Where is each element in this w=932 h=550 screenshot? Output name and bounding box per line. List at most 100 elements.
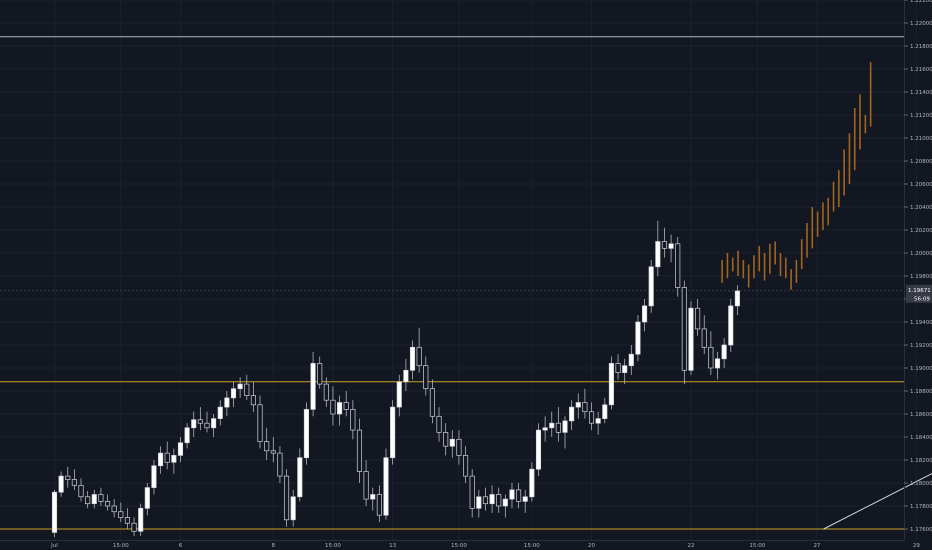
price-tick-label: 1.17600 (910, 527, 932, 533)
price-tick-label: 1.21000 (910, 136, 932, 142)
candle-down (356, 429, 363, 472)
time-axis[interactable]: Jul 15:00 6 8 15:00 13 15:00 15:00 20 22 15:00 27 29… (50, 543, 932, 549)
candle-down (111, 505, 117, 513)
candle-down (343, 402, 349, 410)
candle-down (270, 450, 276, 454)
candle-down (71, 479, 77, 486)
candle-down (708, 346, 714, 369)
candle-up (608, 363, 614, 406)
price-tick-label: 1.21400 (910, 90, 932, 96)
price-badge-box (906, 284, 932, 303)
price-tick-label: 1.18600 (910, 412, 932, 418)
price-badge-value: 1.19671 (908, 288, 931, 294)
candle-down (416, 346, 422, 367)
candle-down (661, 241, 668, 249)
price-tick-label: 1.21600 (910, 67, 932, 73)
time-tick-label: 6 (179, 543, 183, 549)
candle-down (197, 419, 203, 424)
candle-down (250, 395, 256, 406)
time-tick-label: 15:00 (325, 543, 341, 549)
candle-up (668, 243, 674, 249)
horizontal-levels (0, 36, 904, 530)
candle-down (456, 438, 462, 456)
candle-up (383, 457, 389, 516)
candle-down (257, 404, 263, 442)
candle-up (171, 455, 177, 463)
candle-up (396, 381, 402, 408)
candle-up (138, 507, 144, 532)
candle-down (423, 365, 429, 390)
candle-down (496, 494, 502, 507)
time-tick-label: 20 (588, 543, 595, 549)
candle-up (595, 418, 601, 424)
candle-up (522, 496, 528, 502)
price-badge: 1.19671 56:09 (906, 284, 932, 303)
candle-down (124, 517, 130, 524)
candle-down (104, 501, 111, 507)
price-tick-label: 1.21800 (910, 44, 932, 50)
price-tick-label: 1.19400 (910, 320, 932, 326)
candle-down (78, 484, 84, 498)
candle-down (482, 496, 489, 505)
candle-down (701, 328, 707, 348)
candle-up (628, 353, 634, 367)
candle-down (675, 243, 681, 288)
price-tick-label: 1.19000 (910, 366, 932, 372)
price-tick-label: 1.20600 (910, 182, 932, 188)
candle-down (118, 511, 124, 518)
candle-up (310, 363, 316, 410)
candle-down (277, 452, 283, 477)
time-tick-label: 8 (272, 543, 276, 549)
time-tick-label: 15:00 (113, 543, 129, 549)
price-tick-label: 1.20400 (910, 205, 932, 211)
candle-down (588, 411, 595, 424)
candle-up (714, 358, 721, 369)
candle-up (58, 475, 64, 493)
candle-up (403, 369, 409, 383)
candle-down (582, 402, 588, 413)
time-tick-label: 15:00 (749, 543, 765, 549)
candle-down (204, 422, 210, 429)
time-tick-label: 29 (913, 543, 920, 549)
candle-up (642, 305, 648, 323)
candle-up (224, 397, 230, 408)
candle-down (469, 475, 475, 509)
price-tick-label: 1.20200 (910, 228, 932, 234)
time-tick-label: 27 (813, 543, 820, 549)
candle-down (463, 455, 469, 477)
time-tick-label: 15:00 (524, 543, 540, 549)
candle-down (516, 489, 522, 502)
time-tick-label: 15:00 (451, 543, 467, 549)
price-tick-label: 1.18000 (910, 481, 932, 487)
candle-down (443, 432, 449, 447)
candle-down (681, 287, 687, 371)
candle-up (51, 491, 58, 533)
candle-down (85, 496, 91, 505)
candle-up (91, 494, 97, 505)
candle-up (509, 489, 515, 500)
candle-down (555, 422, 561, 433)
candle-down (131, 522, 137, 532)
candle-up (370, 494, 376, 500)
candle-up (734, 290, 740, 307)
projection-bars (721, 62, 872, 290)
candle-up (390, 406, 396, 459)
time-tick-label: Jul (50, 543, 58, 549)
price-tick-label: 1.20000 (910, 251, 932, 257)
candle-down (436, 415, 442, 433)
candle-up (562, 420, 568, 433)
candle-down (98, 494, 104, 502)
price-tick-label: 1.19800 (910, 274, 932, 280)
candle-up (688, 307, 694, 371)
candle-up (297, 457, 303, 498)
candle-up (217, 406, 223, 419)
candle-down (284, 475, 290, 521)
price-tick-label: 1.18800 (910, 389, 932, 395)
candle-up (502, 498, 508, 507)
candle-up (542, 427, 548, 431)
price-tick-label: 1.22000 (910, 21, 932, 27)
candle-up (569, 406, 575, 422)
candle-down (429, 388, 435, 417)
